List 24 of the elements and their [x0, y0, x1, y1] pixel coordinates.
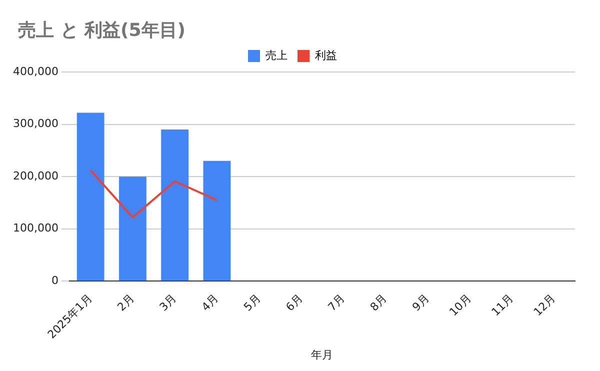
y-tick-label: 400,000 — [12, 64, 58, 78]
legend-label: 売上 — [266, 48, 288, 62]
y-tick-label: 200,000 — [12, 169, 58, 182]
x-tick-label: 5月 — [241, 292, 264, 314]
x-tick-label: 6月 — [283, 292, 306, 314]
x-axis-title: 年月 — [311, 348, 334, 362]
y-tick-label: 100,000 — [12, 222, 58, 235]
x-tick-label: 9月 — [410, 292, 432, 314]
x-tick-label: 10月 — [446, 292, 474, 319]
x-tick-label: 2月 — [114, 292, 137, 314]
x-tick-label: 4月 — [199, 292, 222, 314]
bar — [203, 160, 231, 281]
bar — [76, 112, 104, 281]
x-tick-label: 11月 — [489, 292, 516, 319]
bar — [161, 130, 188, 281]
chart-title: 売上 と 利益(5年目) — [18, 19, 186, 42]
bar — [118, 176, 146, 281]
x-tick-label: 8月 — [368, 292, 390, 314]
x-tick-label: 7月 — [326, 292, 348, 314]
x-tick-label: 3月 — [157, 292, 179, 314]
legend-label: 利益 — [315, 48, 337, 62]
y-tick-label: 0 — [51, 274, 58, 288]
y-tick-label: 300,000 — [12, 117, 58, 130]
x-tick-label: 12月 — [531, 292, 558, 319]
